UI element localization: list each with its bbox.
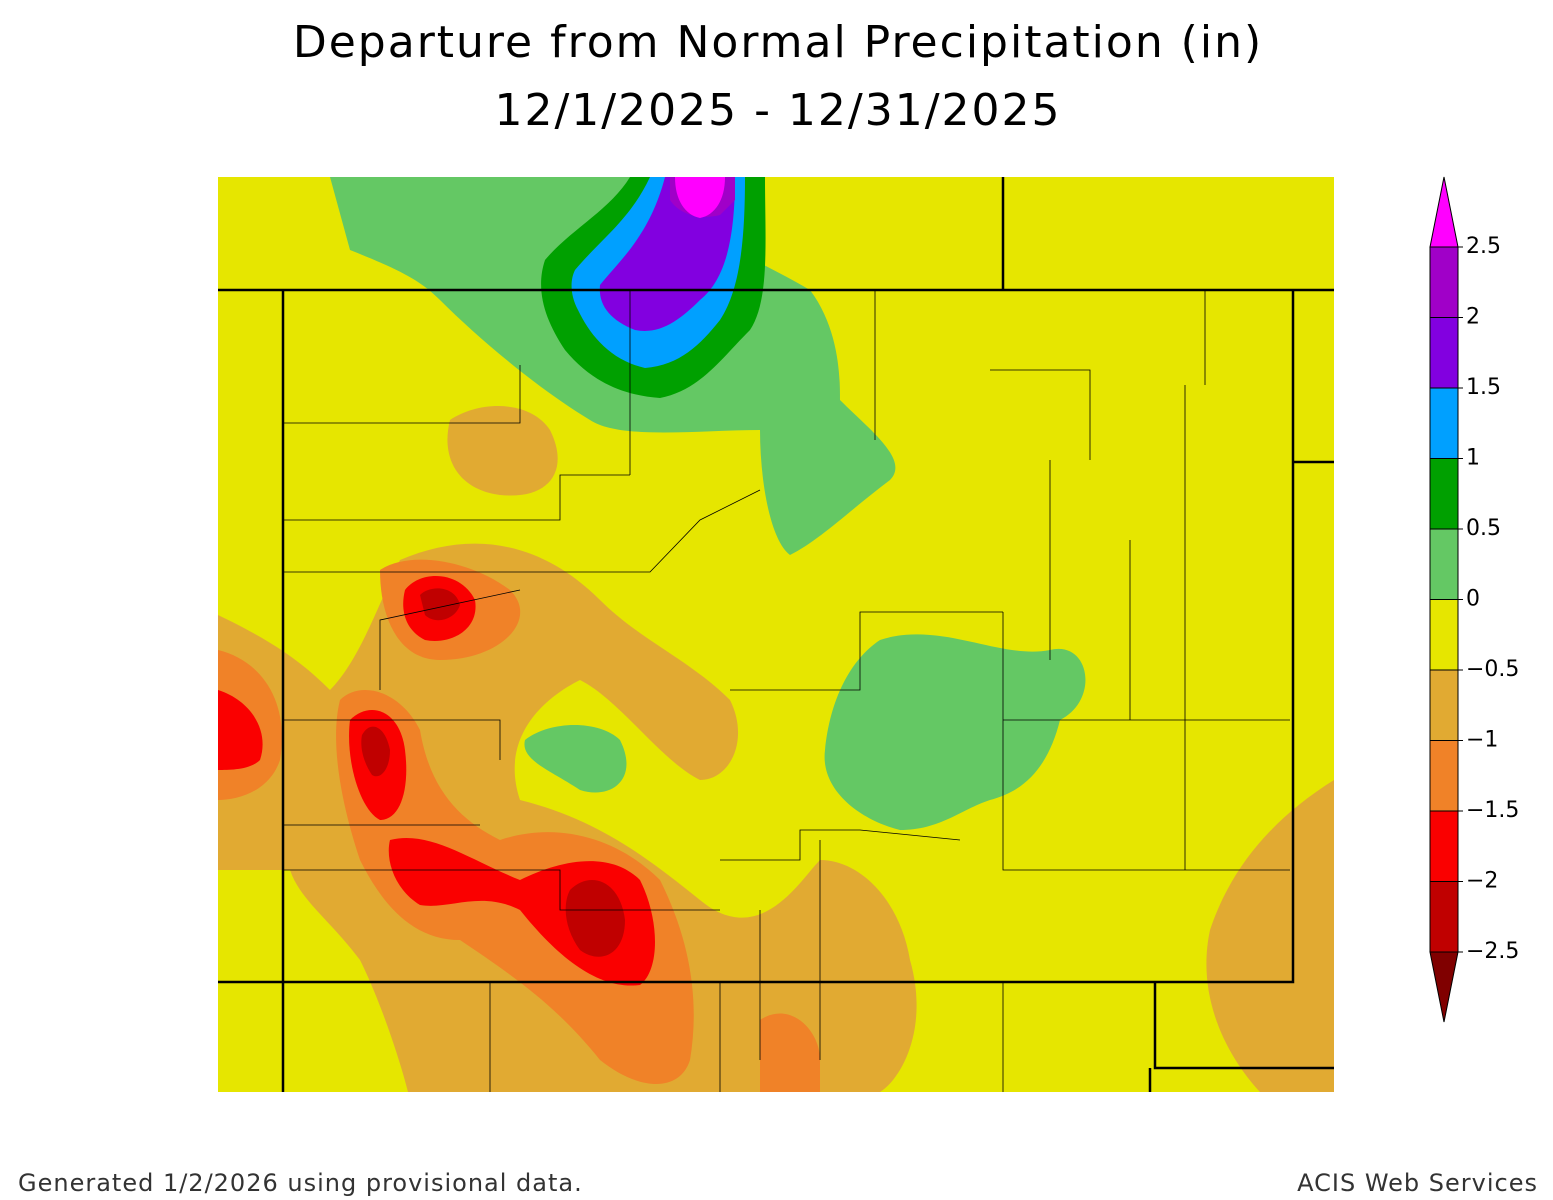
subtitle: 12/1/2025 - 12/31/2025 (494, 85, 1061, 136)
legend-label: 0 (1466, 587, 1480, 612)
legend-label: 2.5 (1466, 234, 1501, 259)
legend-swatch (1429, 599, 1459, 671)
legend-swatch (1429, 951, 1459, 1023)
legend-swatch (1429, 176, 1459, 248)
contour-region (218, 543, 917, 1092)
footer-left: Generated 1/2/2026 using provisional dat… (18, 1169, 583, 1197)
contour-region (420, 588, 460, 621)
contour-region (524, 725, 627, 793)
legend-label: 0.5 (1466, 516, 1501, 541)
legend: 2.5 2 1.5 1 0.5 0 −0.5 −1 −1.5 −2 −2.5 (1429, 176, 1519, 1023)
legend-swatch (1429, 387, 1459, 459)
legend-label: −0.5 (1466, 657, 1519, 682)
legend-swatch (1429, 458, 1459, 530)
legend-label: −2.5 (1466, 939, 1519, 964)
contour-region (675, 177, 725, 218)
legend-label: 2 (1466, 305, 1480, 330)
legend-swatch (1429, 881, 1459, 953)
legend-label: −2 (1466, 869, 1498, 894)
contour-region (447, 406, 558, 496)
legend-label: 1.5 (1466, 375, 1501, 400)
contour-region (824, 634, 1086, 830)
contour-region (760, 1013, 820, 1092)
county-lines (283, 290, 1290, 1092)
contour-region (1206, 780, 1334, 1092)
legend-label: −1 (1466, 728, 1498, 753)
contour-region (565, 880, 625, 957)
contour-region (361, 726, 390, 777)
state-border (218, 177, 1334, 1092)
contour-region (218, 690, 263, 770)
footer-right: ACIS Web Services (1297, 1169, 1538, 1197)
legend-label: 1 (1466, 446, 1480, 471)
legend-swatch (1429, 528, 1459, 600)
legend-swatch (1429, 810, 1459, 882)
legend-label: −1.5 (1466, 798, 1519, 823)
legend-swatch (1429, 246, 1459, 318)
legend-swatch (1429, 669, 1459, 741)
title: Departure from Normal Precipitation (in) (293, 17, 1263, 68)
legend-swatch (1429, 317, 1459, 389)
map (218, 177, 1334, 1092)
legend-swatch (1429, 740, 1459, 812)
